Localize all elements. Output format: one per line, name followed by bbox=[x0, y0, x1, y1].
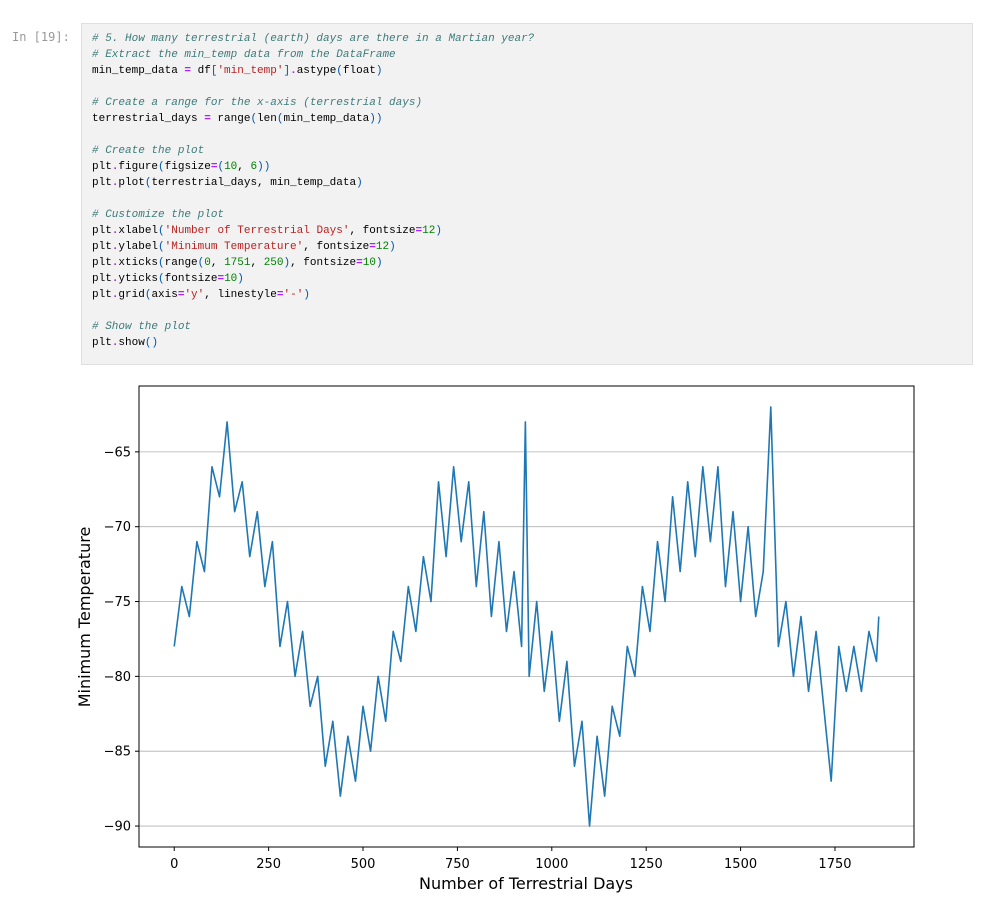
y-tick-label: −70 bbox=[104, 520, 131, 535]
code-line: plt.grid(axis='y', linestyle='-') bbox=[92, 289, 310, 301]
cell-prompt: In [19]: bbox=[12, 30, 70, 44]
y-tick-label: −65 bbox=[104, 445, 131, 460]
y-tick-label: −75 bbox=[104, 595, 131, 610]
code-line: # Show the plot bbox=[92, 321, 192, 333]
code-line: plt.figure(figsize=(10, 6)) bbox=[92, 161, 271, 173]
code-block: # Create a range for the x-axis (terrest… bbox=[92, 95, 972, 127]
code-cell[interactable]: # 5. How many terrestrial (earth) days a… bbox=[81, 23, 973, 365]
x-tick-label: 1750 bbox=[818, 857, 851, 872]
x-axis-label: Number of Terrestrial Days bbox=[419, 874, 633, 893]
x-tick-label: 500 bbox=[351, 857, 376, 872]
code-line: # Create a range for the x-axis (terrest… bbox=[92, 97, 423, 109]
code-line: # Customize the plot bbox=[92, 209, 225, 221]
y-axis-label: Minimum Temperature bbox=[75, 527, 94, 708]
code-line: plt.show() bbox=[92, 337, 159, 349]
x-tick-label: 750 bbox=[445, 857, 470, 872]
plot-frame bbox=[138, 385, 915, 848]
code-line: # Extract the min_temp data from the Dat… bbox=[92, 49, 396, 61]
code-line: # Create the plot bbox=[92, 145, 205, 157]
code-block: # 5. How many terrestrial (earth) days a… bbox=[92, 31, 972, 79]
code-block: # Show the plot plt.show() bbox=[92, 319, 972, 351]
code-block: # Create the plot plt.figure(figsize=(10,… bbox=[92, 143, 972, 191]
code-block: # Customize the plot plt.xlabel('Number o… bbox=[92, 207, 972, 303]
code-line: # 5. How many terrestrial (earth) days a… bbox=[92, 33, 535, 45]
code-line: min_temp_data = df['min_temp'].astype(fl… bbox=[92, 65, 383, 77]
y-tick-label: −85 bbox=[104, 745, 131, 760]
x-tick-label: 1000 bbox=[535, 857, 568, 872]
y-tick-label: −90 bbox=[104, 820, 131, 835]
x-tick-label: 250 bbox=[256, 857, 281, 872]
code-line: plt.xticks(range(0, 1751, 250), fontsize… bbox=[92, 257, 383, 269]
code-line: plt.yticks(fontsize=10) bbox=[92, 273, 244, 285]
code-line: terrestrial_days = range(len(min_temp_da… bbox=[92, 113, 383, 125]
x-tick-label: 1500 bbox=[724, 857, 757, 872]
x-tick-label: 1250 bbox=[630, 857, 663, 872]
data-line bbox=[173, 406, 880, 827]
code-line: plt.ylabel('Minimum Temperature', fontsi… bbox=[92, 241, 396, 253]
code-line: plt.xlabel('Number of Terrestrial Days',… bbox=[92, 225, 442, 237]
y-tick-label: −80 bbox=[104, 670, 131, 685]
code-line: plt.plot(terrestrial_days, min_temp_data… bbox=[92, 177, 363, 189]
x-tick-label: 0 bbox=[170, 857, 178, 872]
